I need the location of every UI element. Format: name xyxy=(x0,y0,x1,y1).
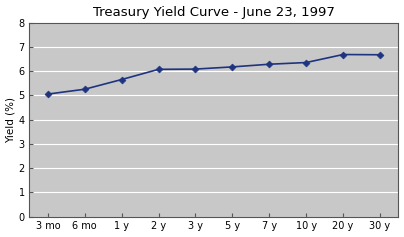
Y-axis label: Yield (%): Yield (%) xyxy=(6,96,16,142)
Title: Treasury Yield Curve - June 23, 1997: Treasury Yield Curve - June 23, 1997 xyxy=(93,5,335,18)
